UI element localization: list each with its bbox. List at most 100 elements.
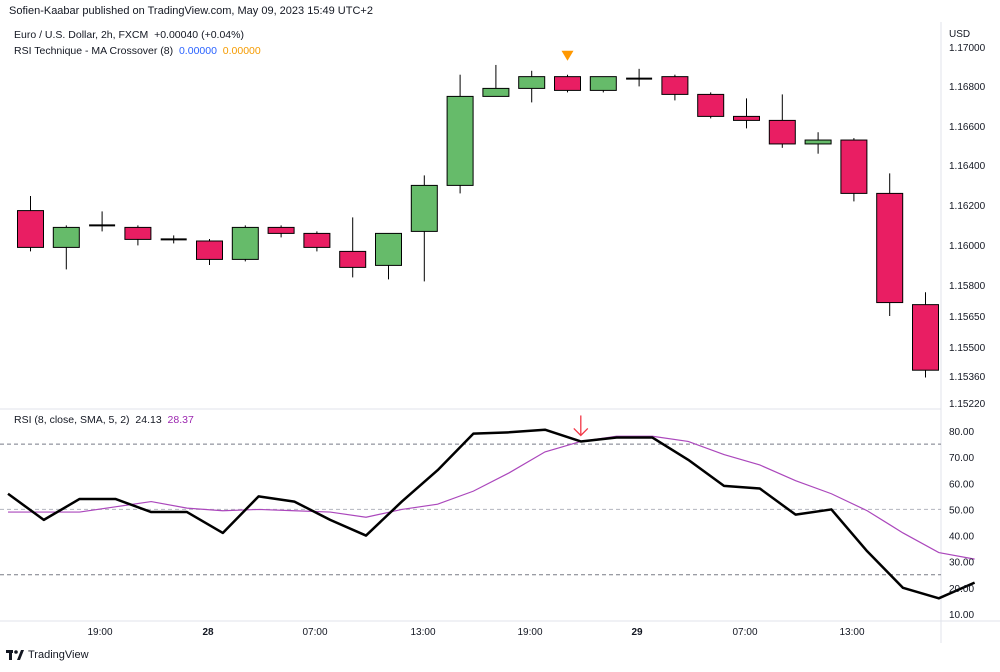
- price-tick-label: 1.15220: [949, 399, 986, 410]
- candle-body: [518, 76, 546, 89]
- indicator-value-1: 0.00000: [178, 45, 217, 57]
- footer-brand[interactable]: TradingView: [6, 649, 89, 661]
- rsi-title: RSI (8, close, SMA, 5, 2): [14, 414, 130, 426]
- candle-up: [375, 232, 402, 280]
- rsi-tick-label: 40.00: [949, 532, 974, 543]
- indicator-value-2: 0.00000: [222, 45, 261, 57]
- symbol-legend[interactable]: Euro / U.S. Dollar, 2h, FXCM +0.00040 (+…: [14, 27, 261, 43]
- price-tick-label: 1.16400: [949, 161, 986, 172]
- indicator-title: RSI Technique - MA Crossover (8): [14, 45, 174, 57]
- time-tick-label: 28: [202, 627, 214, 638]
- rsi-tick-label: 50.00: [949, 505, 974, 516]
- candle-body: [840, 139, 868, 194]
- price-pane: [17, 50, 939, 378]
- rsi-ma-value: 28.37: [167, 414, 194, 426]
- symbol-title: Euro / U.S. Dollar, 2h, FXCM: [14, 29, 149, 41]
- price-tick-label: 1.15360: [949, 372, 986, 383]
- candle-body: [339, 250, 367, 268]
- candle-body: [17, 210, 44, 248]
- rsi-pane: [0, 415, 976, 600]
- candle-down: [196, 239, 223, 265]
- candle-body: [446, 95, 474, 186]
- candle-up: [89, 211, 116, 232]
- candle-up: [589, 76, 617, 93]
- candle-up: [160, 235, 187, 244]
- candle-body: [52, 226, 80, 248]
- candle-body: [733, 115, 760, 121]
- candle-down: [768, 94, 796, 148]
- candle-up: [626, 68, 653, 87]
- candle-down: [697, 92, 725, 119]
- indicator-legend[interactable]: RSI Technique - MA Crossover (8) 0.00000…: [14, 43, 261, 59]
- axes: USD 1.17000 1.16800 1.16600 1.16400 1.16200 1.…: [87, 29, 985, 638]
- footer-brand-label: TradingView: [28, 649, 89, 661]
- candle-body: [231, 226, 259, 260]
- candle-body: [267, 226, 295, 234]
- price-tick-label: 1.15500: [949, 343, 986, 354]
- candle-body: [661, 76, 689, 95]
- main-legend: Euro / U.S. Dollar, 2h, FXCM +0.00040 (+…: [14, 27, 261, 59]
- candle-down: [876, 173, 904, 316]
- candle-up: [410, 175, 438, 282]
- candle-up: [518, 70, 546, 103]
- time-tick-label: 07:00: [302, 627, 327, 638]
- candle-down: [303, 231, 331, 252]
- candle-down: [339, 217, 367, 278]
- time-tick-label: 19:00: [87, 627, 112, 638]
- rsi-line: [7, 428, 976, 600]
- candle-body: [554, 76, 581, 91]
- candle-down: [912, 292, 939, 378]
- candle-body: [804, 139, 832, 145]
- candle-down: [554, 74, 581, 93]
- candle-body: [410, 184, 438, 232]
- price-tick-label: 1.17000: [949, 43, 986, 54]
- rsi-tick-label: 60.00: [949, 479, 974, 490]
- rsi-ma-line: [8, 435, 975, 560]
- publisher-line: Sofien-Kaabar published on TradingView.c…: [9, 5, 373, 17]
- candle-down: [17, 196, 44, 252]
- rsi-tick-label: 20.00: [949, 584, 974, 595]
- tradingview-logo-icon: [6, 650, 24, 660]
- candle-down: [124, 225, 152, 246]
- candle-body: [482, 87, 510, 97]
- rsi-value: 24.13: [135, 414, 162, 426]
- symbol-change: +0.00040 (+0.04%): [154, 29, 244, 41]
- candle-up: [52, 225, 80, 270]
- chart-frame: [0, 22, 1000, 643]
- price-tick-label: 1.15800: [949, 281, 986, 292]
- price-tick-label: 1.16000: [949, 241, 986, 252]
- currency-label: USD: [949, 29, 970, 40]
- rsi-tick-label: 30.00: [949, 558, 974, 569]
- time-tick-label: 19:00: [517, 627, 542, 638]
- price-tick-label: 1.16600: [949, 122, 986, 133]
- rsi-legend[interactable]: RSI (8, close, SMA, 5, 2) 24.13 28.37: [14, 414, 194, 426]
- price-tick-label: 1.16800: [949, 82, 986, 93]
- candle-down: [267, 225, 295, 238]
- candle-body: [303, 232, 331, 248]
- candle-body: [912, 304, 939, 371]
- candle-up: [482, 64, 510, 97]
- candle-up: [446, 74, 474, 194]
- down-arrow-icon: [573, 427, 589, 437]
- time-tick-label: 13:00: [410, 627, 435, 638]
- candle-body: [196, 240, 223, 260]
- candle-down: [840, 138, 868, 202]
- candle-body: [768, 119, 796, 145]
- time-tick-label: 07:00: [732, 627, 757, 638]
- candle-up: [804, 132, 832, 154]
- price-tick-label: 1.15650: [949, 312, 986, 323]
- candle-body: [876, 192, 904, 304]
- candle-up: [231, 225, 259, 262]
- rsi-tick-label: 10.00: [949, 610, 974, 621]
- candle-body: [124, 226, 152, 240]
- price-tick-label: 1.16200: [949, 201, 986, 212]
- time-tick-label: 29: [631, 627, 643, 638]
- candle-body: [589, 76, 617, 91]
- candle-body: [697, 93, 725, 117]
- candle-down: [661, 74, 689, 101]
- sell-signal-triangle: [561, 50, 574, 61]
- time-tick-label: 13:00: [839, 627, 864, 638]
- candle-down: [733, 98, 760, 129]
- candle-body: [375, 232, 402, 266]
